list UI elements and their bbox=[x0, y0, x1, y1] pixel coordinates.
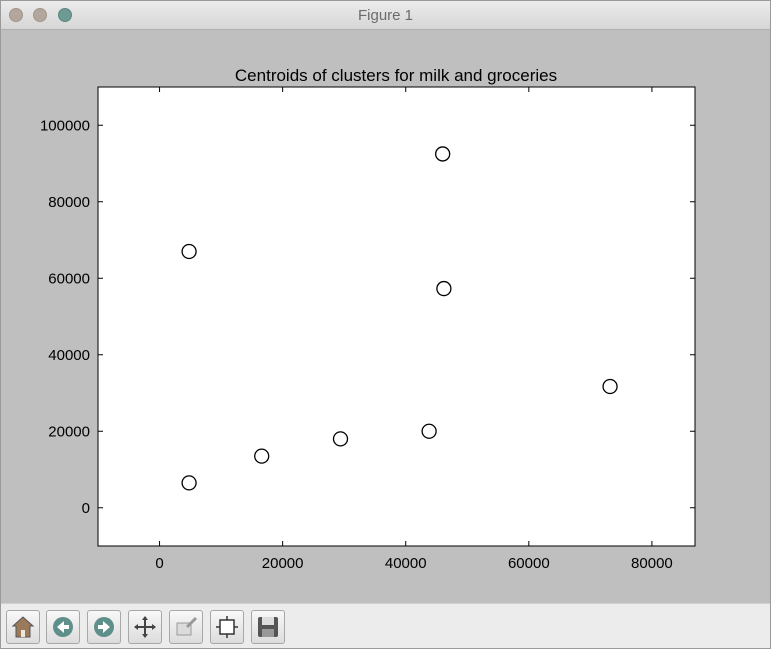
minimize-window-button[interactable] bbox=[33, 8, 47, 22]
save-button[interactable] bbox=[251, 610, 285, 644]
home-icon bbox=[11, 616, 35, 638]
move-icon bbox=[134, 616, 156, 638]
centroid-point bbox=[435, 146, 451, 162]
forward-arrow-icon bbox=[94, 617, 114, 637]
centroid-point bbox=[181, 243, 197, 260]
back-arrow-icon bbox=[53, 617, 73, 637]
centroid-point bbox=[436, 280, 452, 297]
centroid-point bbox=[332, 431, 349, 447]
chart-title: Centroids of clusters for milk and groce… bbox=[235, 66, 557, 85]
x-tick-label: 40000 bbox=[385, 555, 427, 572]
y-tick-label: 80000 bbox=[48, 194, 90, 211]
x-tick-label: 0 bbox=[155, 555, 163, 572]
zoom-rect-icon bbox=[176, 616, 198, 636]
centroid-point bbox=[602, 378, 618, 395]
y-tick-label: 60000 bbox=[48, 270, 90, 287]
home-button[interactable] bbox=[6, 610, 40, 644]
centroid-point bbox=[254, 448, 270, 464]
axis-ticks: 0 20000 40000 60000 80000 0 20000 40000 60000 800… bbox=[40, 87, 695, 572]
centroid-point bbox=[181, 475, 197, 491]
back-button[interactable] bbox=[46, 610, 80, 644]
data-points bbox=[181, 146, 618, 491]
centroid-point bbox=[421, 423, 437, 439]
x-tick-label: 80000 bbox=[631, 555, 673, 572]
figure-canvas[interactable]: Centroids of clusters for milk and groce… bbox=[1, 30, 770, 603]
title-bar: Figure 1 bbox=[1, 1, 770, 30]
y-tick-label: 0 bbox=[82, 500, 90, 517]
configure-subplots-button[interactable] bbox=[210, 610, 244, 644]
zoom-button[interactable] bbox=[169, 610, 203, 644]
save-icon bbox=[258, 617, 278, 637]
forward-button[interactable] bbox=[87, 610, 121, 644]
subplots-icon bbox=[216, 616, 238, 638]
zoom-window-button[interactable] bbox=[58, 8, 72, 22]
navigation-toolbar bbox=[1, 603, 770, 648]
y-tick-label: 20000 bbox=[48, 423, 90, 440]
close-window-button[interactable] bbox=[9, 8, 23, 22]
scatter-chart[interactable]: Centroids of clusters for milk and groce… bbox=[1, 30, 770, 603]
y-tick-label: 40000 bbox=[48, 347, 90, 364]
x-tick-label: 20000 bbox=[262, 555, 304, 572]
plot-area bbox=[97, 86, 696, 547]
pan-button[interactable] bbox=[128, 610, 162, 644]
y-tick-label: 100000 bbox=[40, 117, 90, 134]
x-tick-label: 60000 bbox=[508, 555, 550, 572]
window-title: Figure 1 bbox=[357, 7, 414, 24]
